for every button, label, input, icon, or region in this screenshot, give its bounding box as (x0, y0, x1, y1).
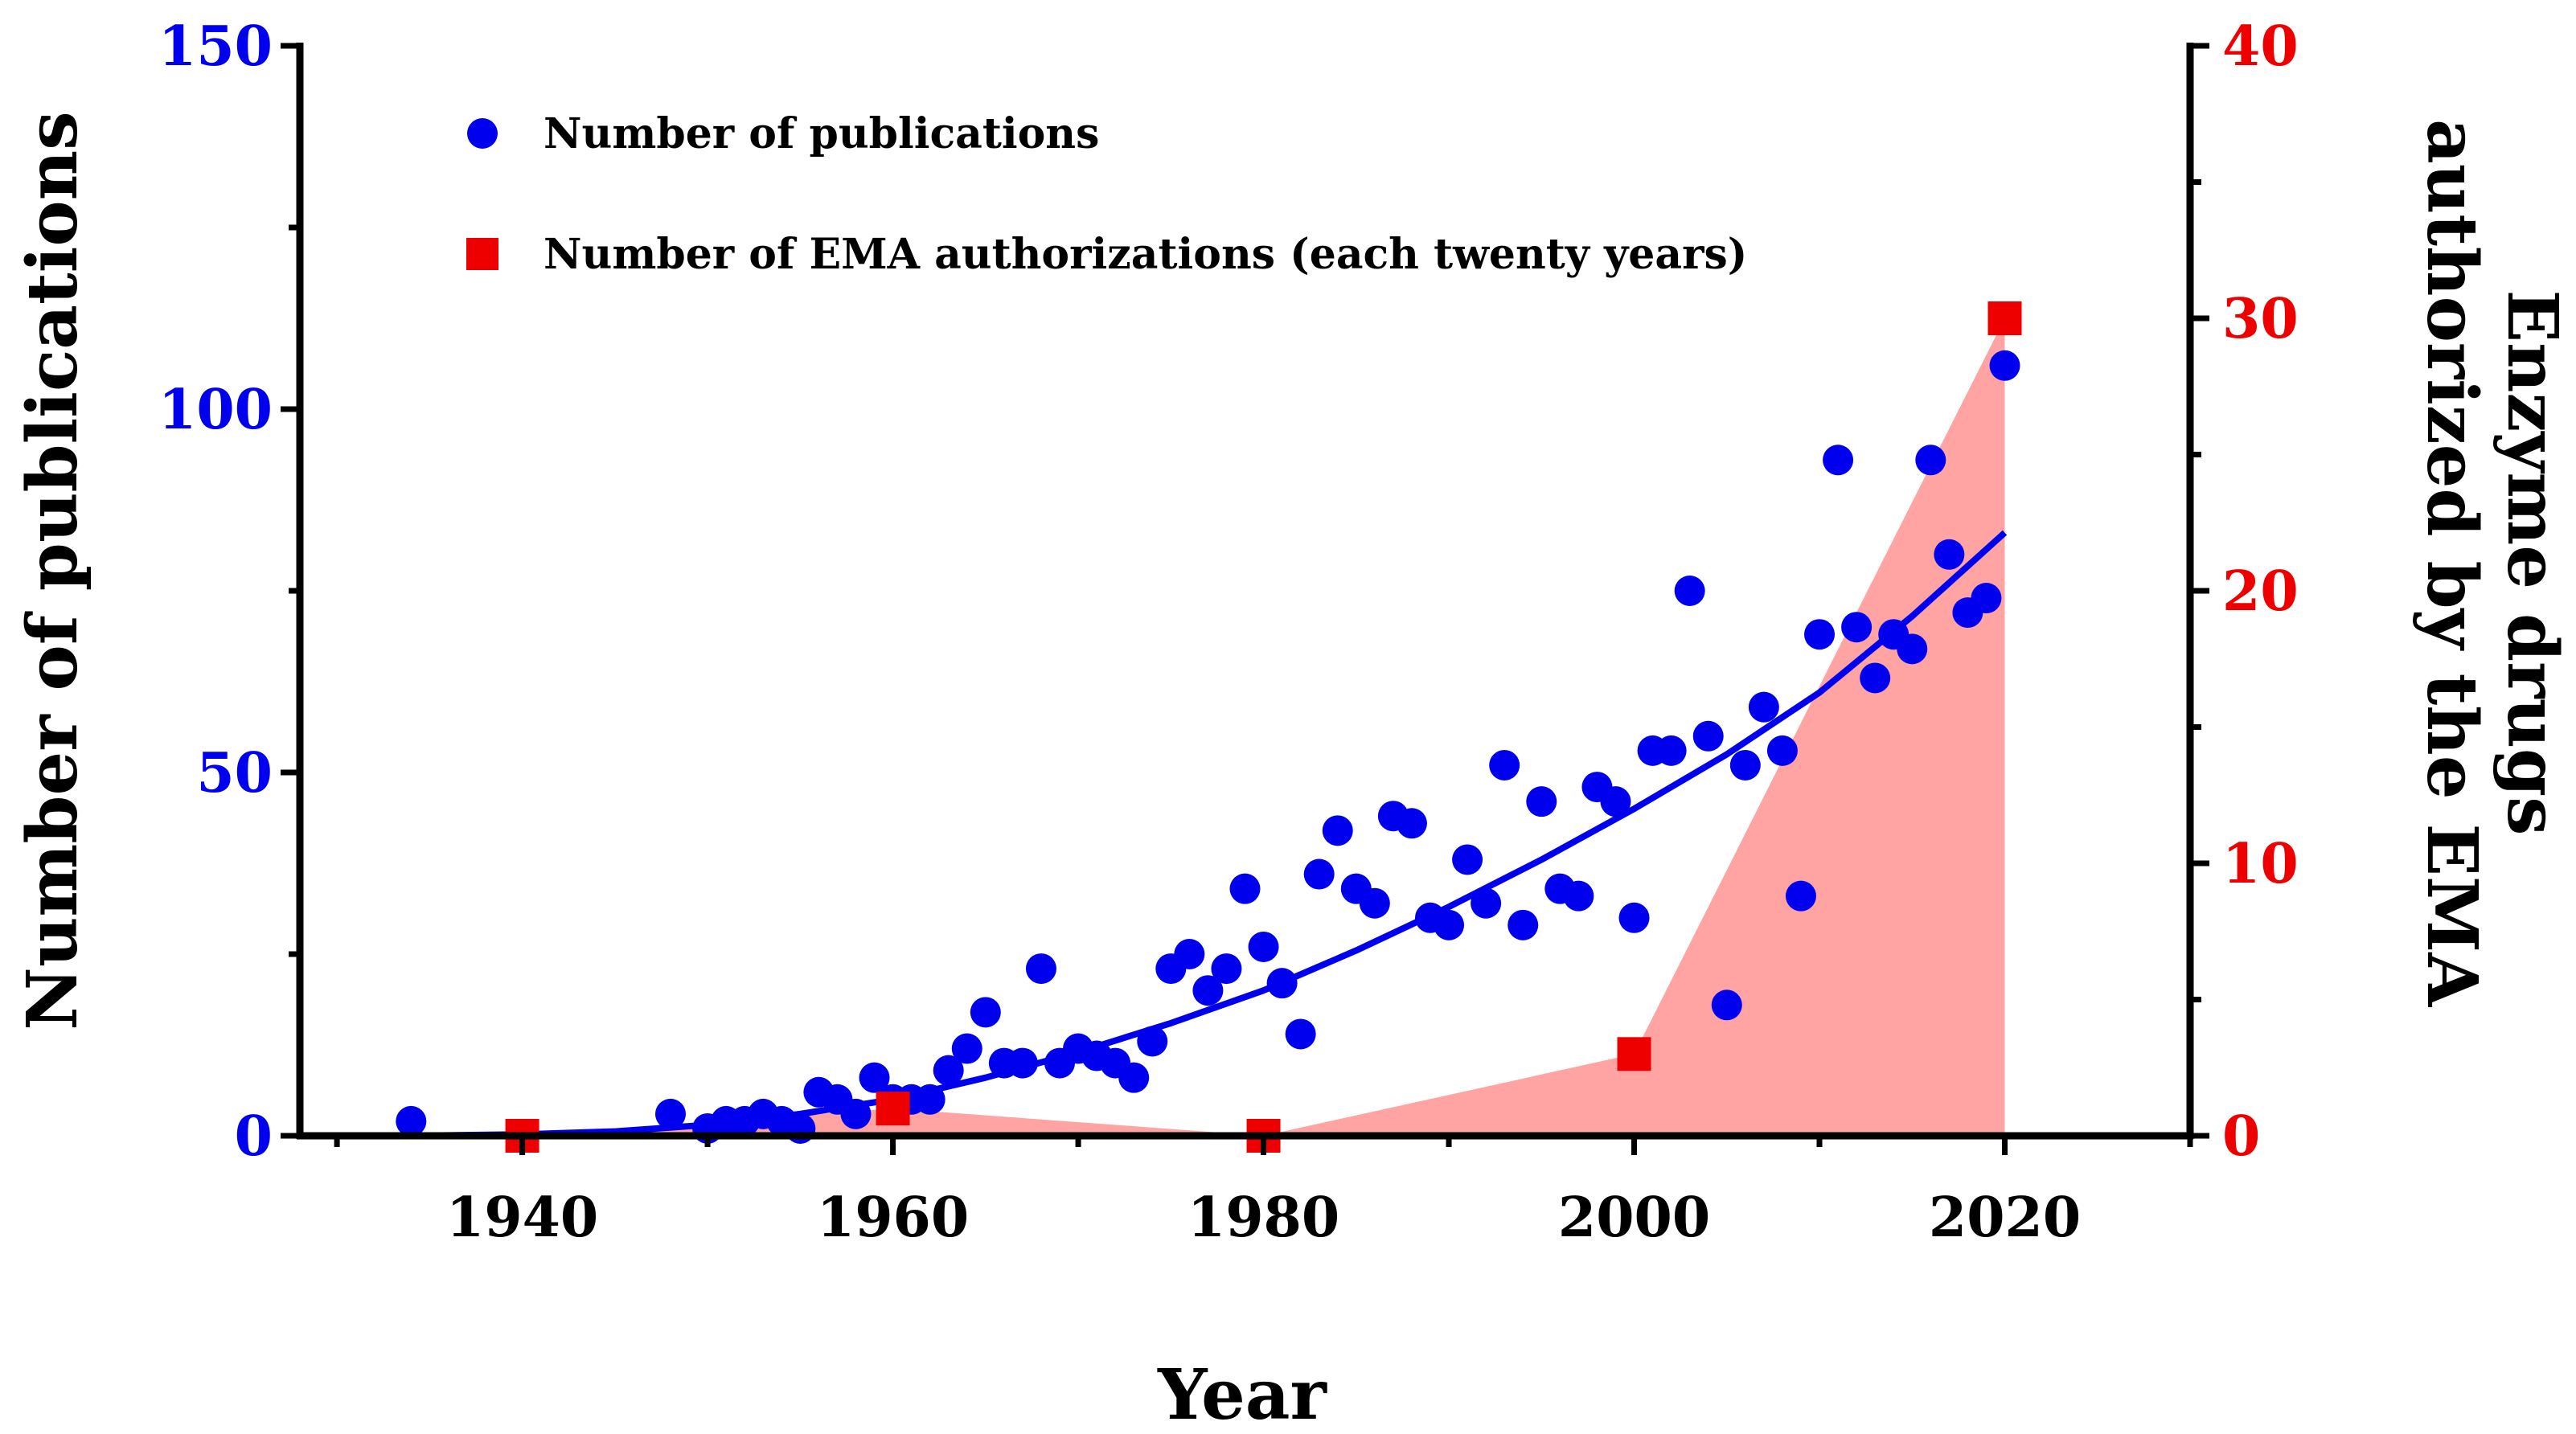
ema-point-2020 (1987, 301, 2022, 335)
publication-point-1994 (1507, 909, 1539, 940)
publication-point-1982 (1285, 1018, 1316, 1050)
publication-point-2016 (1915, 445, 1946, 476)
legend: Number of publications Number of EMA aut… (466, 109, 1747, 279)
publication-point-2011 (1823, 445, 1854, 476)
publication-point-1977 (1192, 975, 1224, 1006)
publication-point-1991 (1452, 844, 1483, 875)
publication-point-1995 (1526, 786, 1557, 817)
publication-point-1967 (1007, 1047, 1038, 1079)
publication-point-2010 (1804, 619, 1836, 650)
publication-point-2012 (1841, 612, 1873, 643)
left-tick-label-3: 150 (158, 14, 273, 79)
publication-point-1988 (1396, 808, 1427, 839)
legend-publications-label: Number of publications (544, 109, 1099, 158)
legend-ema-label: Number of EMA authorizations (each twent… (544, 230, 1747, 279)
left-tick-label-2: 100 (158, 378, 273, 442)
axis-ticks (281, 43, 2209, 1155)
x-tick-label-4: 2020 (1929, 1186, 2081, 1250)
publication-point-2006 (1729, 749, 1761, 781)
right-tick-label-3: 30 (2222, 287, 2299, 351)
legend-publications-marker (467, 118, 498, 149)
publication-point-1979 (1229, 873, 1261, 904)
publication-point-2017 (1934, 539, 1965, 570)
publication-point-2008 (1766, 735, 1798, 766)
publication-point-2013 (1860, 662, 1891, 694)
right-tick-label-1: 10 (2222, 832, 2299, 896)
right-tick-label-0: 0 (2222, 1104, 2260, 1169)
publication-point-1997 (1563, 880, 1594, 912)
publication-point-2002 (1655, 735, 1687, 766)
publication-point-1959 (859, 1062, 890, 1093)
publication-point-1934 (396, 1105, 427, 1137)
publication-point-1978 (1211, 953, 1242, 985)
left-tick-label-0: 0 (235, 1104, 273, 1169)
right-tick-label-2: 20 (2222, 559, 2299, 624)
publication-point-1965 (970, 997, 1001, 1028)
publication-point-1973 (1118, 1062, 1150, 1093)
x-axis-title: Year (1157, 1354, 1327, 1434)
publication-point-1964 (951, 1033, 982, 1064)
x-tick-label-0: 1940 (446, 1186, 598, 1250)
publication-point-1980 (1248, 931, 1279, 962)
publication-point-1958 (840, 1098, 872, 1129)
publication-point-1981 (1266, 968, 1298, 999)
publication-point-1986 (1359, 887, 1390, 919)
publication-points (396, 350, 2020, 1144)
ema-point-2000 (1617, 1037, 1651, 1071)
publication-point-1968 (1025, 953, 1056, 985)
publication-point-1984 (1322, 815, 1353, 846)
publication-point-1974 (1137, 1026, 1168, 1057)
publication-point-1999 (1600, 786, 1631, 817)
left-tick-label-1: 50 (196, 741, 273, 805)
publication-point-1990 (1434, 909, 1465, 940)
publications-trend-line (411, 530, 2008, 1139)
publication-point-1948 (654, 1098, 686, 1129)
ema-area-fill (522, 318, 2005, 1136)
publication-point-1962 (914, 1084, 945, 1115)
x-tick-label-2: 1980 (1188, 1186, 1339, 1250)
right-y-axis-title-line-1: Enzyme drugs (2492, 289, 2573, 835)
left-y-axis-title: Number of publications (12, 111, 93, 1030)
publication-point-2007 (1748, 691, 1779, 723)
publication-point-2003 (1674, 576, 1705, 606)
publication-point-2004 (1692, 720, 1724, 752)
publication-point-2009 (1785, 880, 1816, 912)
x-tick-label-1: 1960 (817, 1186, 969, 1250)
ema-point-1960 (876, 1092, 910, 1126)
publication-point-2015 (1897, 633, 1928, 665)
publication-point-1992 (1471, 887, 1502, 919)
publication-point-1963 (933, 1055, 964, 1086)
x-tick-label-3: 2000 (1558, 1186, 1710, 1250)
right-y-axis-title-line-2: authorized by the EMA (2411, 119, 2492, 1007)
publication-point-1993 (1489, 749, 1520, 781)
publication-point-2019 (1971, 583, 2002, 614)
right-tick-label-4: 40 (2222, 14, 2299, 79)
publication-point-2005 (1711, 989, 1742, 1021)
publication-point-1983 (1303, 858, 1335, 890)
publication-point-2020 (1989, 350, 2020, 381)
publication-point-1976 (1174, 939, 1205, 969)
publication-point-2000 (1618, 902, 1650, 933)
legend-ema-marker (466, 238, 498, 270)
